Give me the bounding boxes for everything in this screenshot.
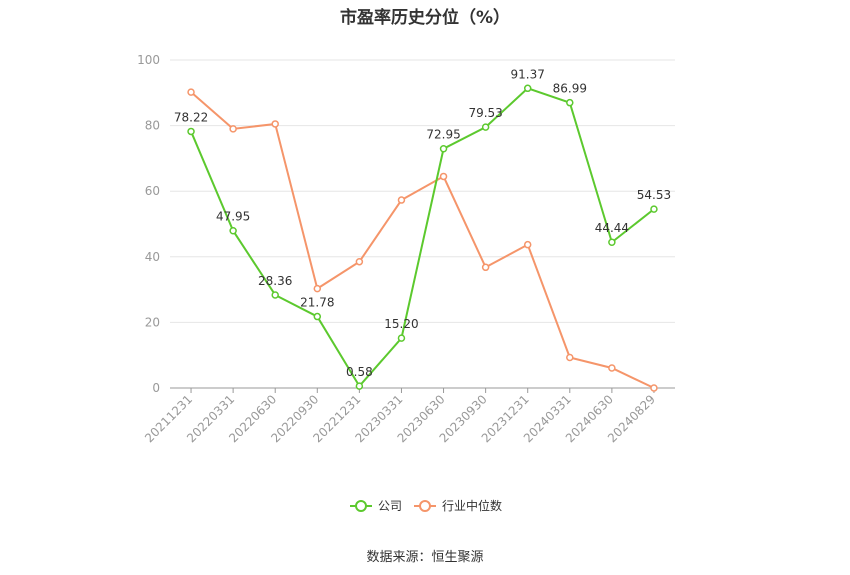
industry-median-point <box>355 257 364 266</box>
industry-median-point <box>608 364 616 372</box>
source-note: 数据来源：恒生聚源 <box>366 550 484 565</box>
industry-median-point <box>187 88 195 96</box>
industry-median-point <box>229 125 237 133</box>
industry-median-point <box>313 284 322 293</box>
company-data-label: 72.95 <box>426 128 460 142</box>
company-point <box>271 291 279 299</box>
chart-title: 市盈率历史分位（%） <box>339 8 511 28</box>
company-data-label: 21.78 <box>300 296 334 310</box>
company-data-label: 28.36 <box>258 274 292 288</box>
legend-marker <box>355 500 367 512</box>
company-point <box>355 382 364 390</box>
company-line <box>190 87 655 388</box>
company-data-label: 0.58 <box>346 365 373 379</box>
company-data-label: 44.44 <box>595 221 629 235</box>
legend-label: 行业中位数 <box>442 498 502 513</box>
industry-median-point <box>271 120 279 128</box>
industry-median-point <box>523 240 532 249</box>
company-point <box>481 123 490 131</box>
company-data-label: 78.22 <box>174 110 208 124</box>
company-point <box>566 98 574 107</box>
company-data-label: 15.20 <box>384 317 418 331</box>
company-point <box>439 144 448 153</box>
company-point <box>187 127 195 136</box>
industry-median-point <box>481 263 490 272</box>
company-data-label: 79.53 <box>468 106 502 120</box>
y-tick-label: 40 <box>145 250 160 264</box>
industry-median-line <box>190 91 655 389</box>
company-point <box>313 312 322 321</box>
industry-median-point <box>566 353 574 362</box>
industry-median-point <box>650 384 658 392</box>
company-point <box>608 238 616 246</box>
company-data-label: 47.95 <box>216 210 250 224</box>
company-data-label: 91.37 <box>511 67 545 81</box>
y-tick-label: 80 <box>145 119 160 133</box>
legend-industry-median: 行业中位数 <box>414 498 502 513</box>
y-tick-label: 100 <box>137 53 160 67</box>
legend-label: 公司 <box>378 499 402 513</box>
y-tick-label: 20 <box>145 315 160 329</box>
company-data-label: 86.99 <box>553 82 587 96</box>
industry-median-point <box>397 196 406 204</box>
legend-company: 公司 <box>350 499 402 513</box>
company-point <box>397 334 406 342</box>
company-point <box>229 226 237 235</box>
company-data-label: 54.53 <box>637 188 671 202</box>
y-tick-label: 60 <box>145 184 160 198</box>
company-point <box>650 205 658 213</box>
company-point <box>523 84 532 93</box>
legend-marker <box>419 500 431 512</box>
industry-median-point <box>439 172 448 181</box>
y-tick-label: 0 <box>152 381 160 395</box>
